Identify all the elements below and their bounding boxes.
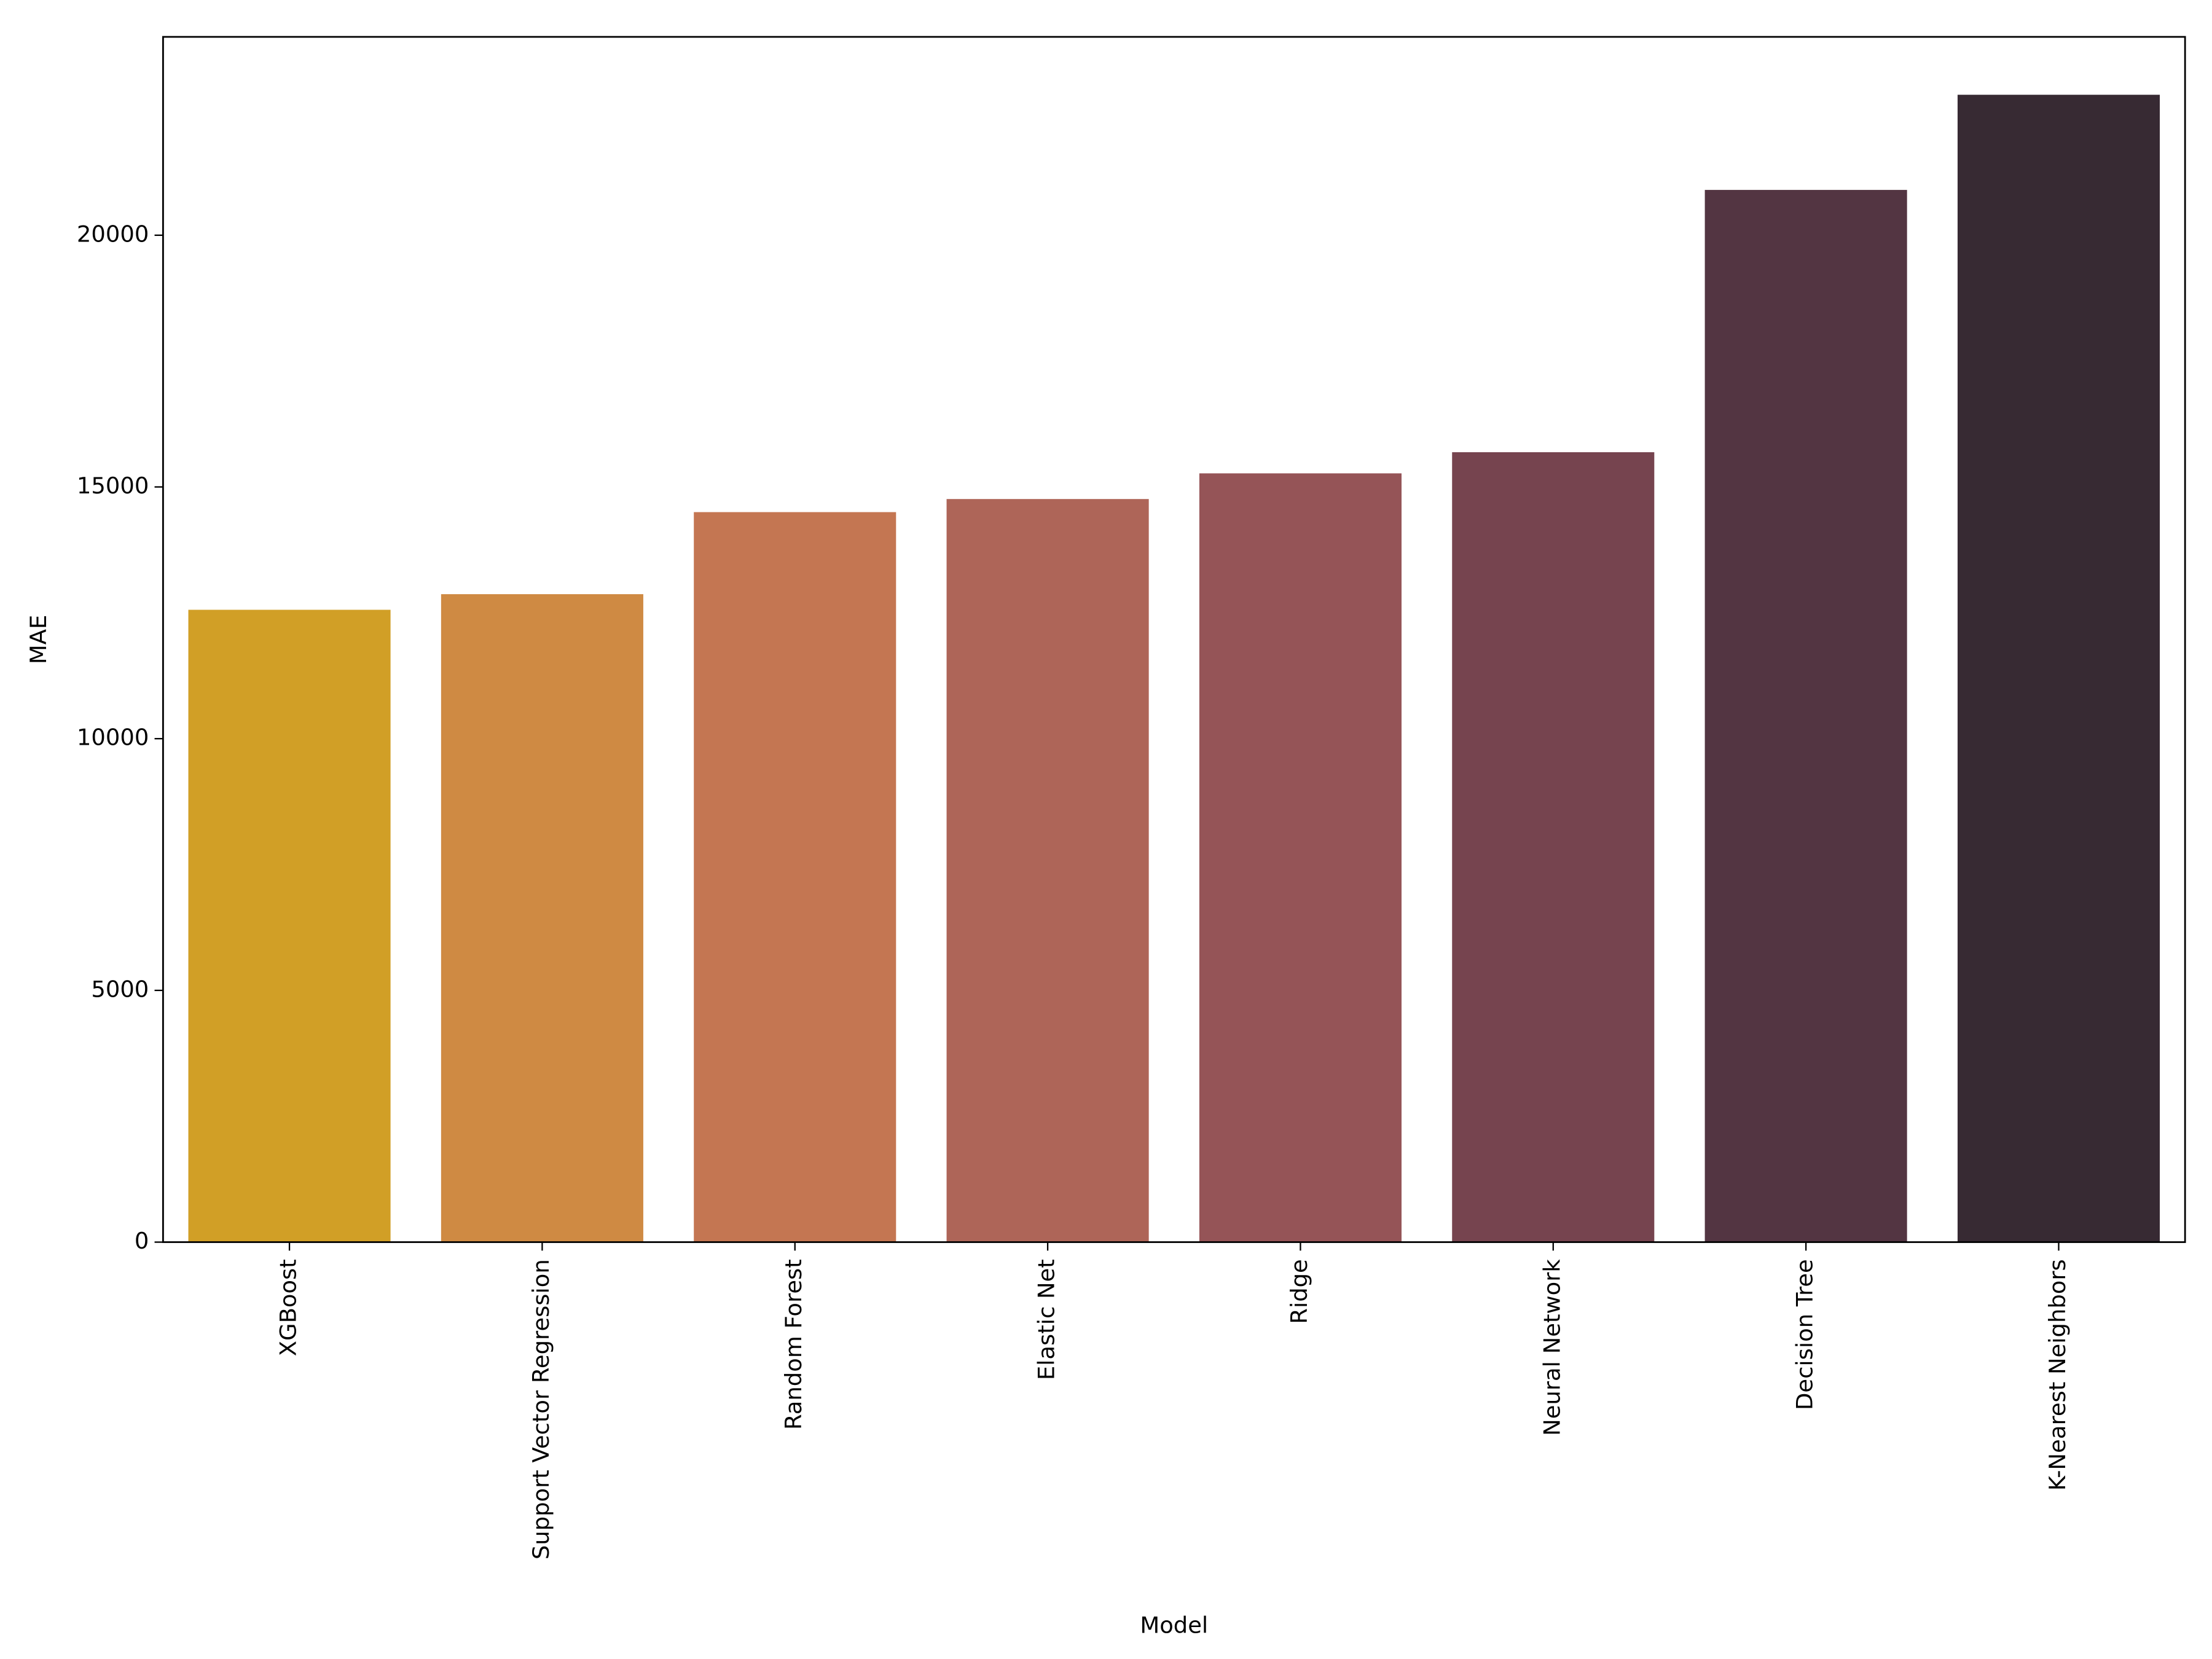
x-axis-label: Model — [1140, 1612, 1208, 1638]
x-tick-label: XGBoost — [275, 1259, 302, 1356]
bar — [1704, 190, 1907, 1242]
x-tick-label: K-Nearest Neighbors — [2044, 1259, 2071, 1491]
bar — [946, 499, 1149, 1242]
y-tick-label: 0 — [135, 1228, 149, 1254]
x-tick-label: Ridge — [1286, 1259, 1312, 1324]
x-tick-label: Random Forest — [780, 1259, 807, 1430]
x-tick-label: Neural Network — [1539, 1259, 1565, 1436]
bar — [694, 512, 896, 1242]
y-tick-label: 10000 — [77, 724, 149, 751]
plot-frame — [162, 36, 2186, 1243]
y-tick-label: 15000 — [77, 473, 149, 499]
bar — [1199, 473, 1402, 1242]
y-axis-label: MAE — [25, 615, 52, 664]
x-tick-label: Support Vector Regression — [528, 1259, 554, 1559]
bar — [441, 594, 643, 1242]
bar — [1957, 95, 2160, 1242]
bar — [188, 610, 391, 1242]
x-tick-label: Elastic Net — [1033, 1259, 1060, 1380]
y-tick-label: 20000 — [77, 221, 149, 247]
x-tick-label: Decision Tree — [1792, 1259, 1818, 1410]
bar — [1452, 452, 1655, 1242]
y-tick-label: 5000 — [91, 976, 149, 1002]
